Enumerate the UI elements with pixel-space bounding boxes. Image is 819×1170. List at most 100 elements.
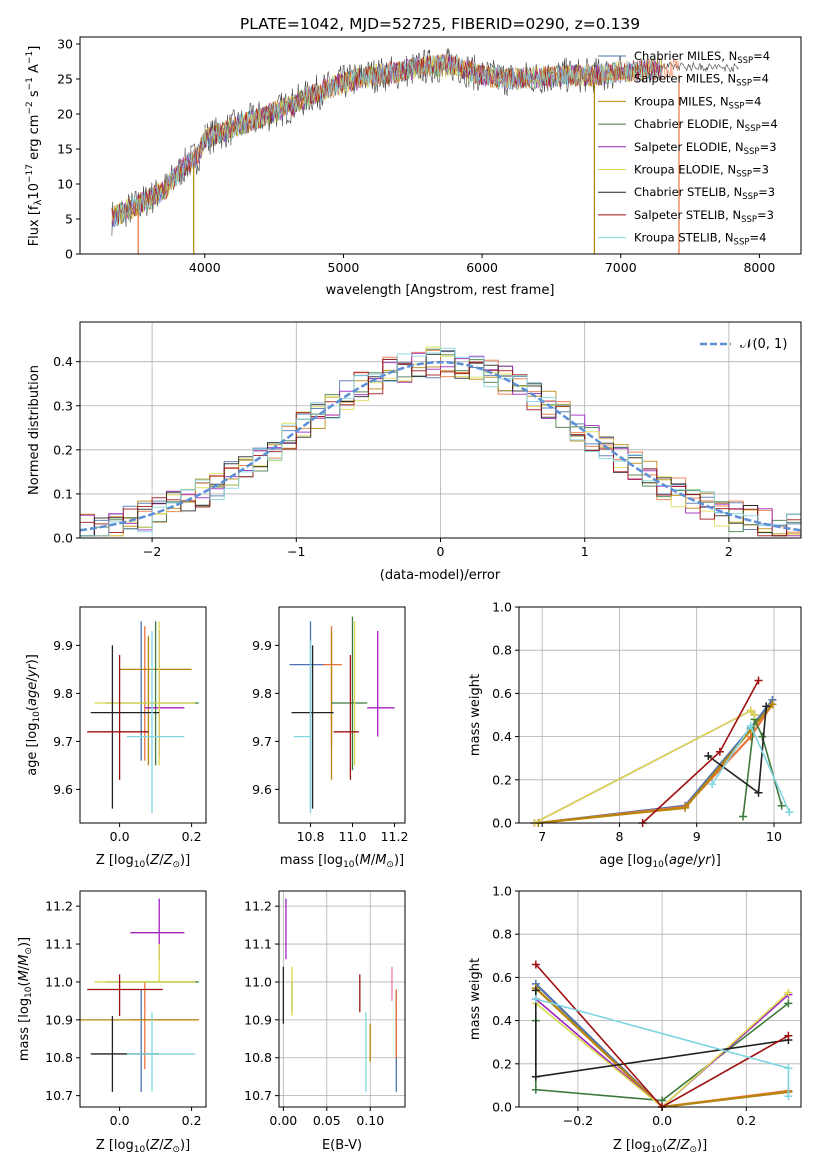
weight-marker-chabrier-elodie-n-ssp-4 xyxy=(784,999,793,1008)
weight-vs-metallicity-ylabel: mass weight xyxy=(468,958,483,1040)
weight-vs-age-panel: 7 8 9 10 0.0 0.2 0.4 0.6 0.8 1.0 age [log10(age/y… xyxy=(468,600,802,870)
weight-vs-metallicity-panel: −0.2 0.0 0.2 0.0 0.2 0.4 0.6 0.8 1.0 Z [log10(Z/… xyxy=(468,884,802,1155)
x-tick-label: 0.00 xyxy=(269,1113,297,1128)
y-tick-label: 11.2 xyxy=(45,899,73,914)
gaussian-curve xyxy=(79,360,802,532)
y-tick-label: 10.9 xyxy=(45,1012,73,1027)
x-tick-label: 8 xyxy=(615,829,623,844)
legend-label-salpeter-miles-n-ssp-4: Salpeter MILES, NSSP=4 xyxy=(634,72,769,89)
weight-marker-kroupa-stelib-n-ssp-4 xyxy=(708,780,717,789)
weight-vs-age-ylabel: mass weight xyxy=(468,674,483,756)
weight-marker-chabrier-stelib-n-ssp-3 xyxy=(754,788,763,797)
y-tick-label: 10.9 xyxy=(244,1012,272,1027)
mass-vs-metallicity-frame xyxy=(79,890,207,1108)
y-tick-label: 1.0 xyxy=(492,884,512,899)
x-tick-label: −1 xyxy=(287,544,305,559)
weight-vs-age-xlabel: age [log10(age/yr)] xyxy=(599,853,721,870)
x-tick-label: 0.10 xyxy=(356,1113,384,1128)
legend-label-kroupa-elodie-n-ssp-3: Kroupa ELODIE, NSSP=3 xyxy=(634,163,769,180)
x-tick-label: 0.0 xyxy=(652,1113,672,1128)
weight-marker-chabrier-stelib-n-ssp-3 xyxy=(762,702,771,711)
y-tick-label: 25 xyxy=(57,72,73,87)
y-tick-label: 10.7 xyxy=(45,1088,73,1103)
age-vs-mass-frame xyxy=(278,606,406,824)
weight-line-salpeter-miles-n-ssp-4 xyxy=(538,703,774,825)
x-tick-label: 1 xyxy=(581,544,589,559)
y-tick-label: 11.0 xyxy=(244,974,272,989)
y-tick-label: 9.7 xyxy=(53,734,73,749)
weight-marker-salpeter-stelib-n-ssp-3 xyxy=(715,747,724,756)
x-tick-label: −0.2 xyxy=(563,1113,593,1128)
weight-marker-chabrier-elodie-n-ssp-4 xyxy=(758,732,767,741)
y-tick-label: 9.6 xyxy=(252,782,272,797)
y-tick-label: 0.0 xyxy=(53,531,73,546)
y-tick-label: 11.1 xyxy=(45,937,73,952)
y-tick-label: 0.2 xyxy=(492,1056,512,1071)
residual-ylabel: Normed distribution xyxy=(27,365,42,495)
x-tick-label: 0.2 xyxy=(182,829,202,844)
spectrum-line-kroupa-stelib-n-ssp-4 xyxy=(111,54,663,229)
mass-vs-metallicity-ylabel: mass [log10(M/M⊙)] xyxy=(17,937,34,1061)
age-vs-mass-xlabel: mass [log10(M/M⊙)] xyxy=(280,853,404,870)
weight-marker-kroupa-stelib-n-ssp-4 xyxy=(784,1064,793,1073)
weight-marker-kroupa-miles-n-ssp-4 xyxy=(681,803,690,812)
x-tick-label: 4000 xyxy=(189,260,221,275)
x-tick-label: 2 xyxy=(725,544,733,559)
y-tick-label: 9.9 xyxy=(252,638,272,653)
mass-vs-extinction-frame xyxy=(278,890,406,1108)
legend-label-salpeter-stelib-n-ssp-3: Salpeter STELIB, NSSP=3 xyxy=(634,208,774,225)
x-tick-label: 10.8 xyxy=(297,829,325,844)
y-tick-label: 5 xyxy=(65,212,73,227)
spectrum-title: PLATE=1042, MJD=52725, FIBERID=0290, z=0… xyxy=(240,15,640,33)
weight-marker-kroupa-stelib-n-ssp-4 xyxy=(531,995,540,1003)
y-tick-label: 0.2 xyxy=(492,772,512,787)
y-tick-label: 0.6 xyxy=(492,686,512,701)
x-tick-label: 0 xyxy=(437,544,445,559)
y-tick-label: 0.4 xyxy=(53,354,73,369)
y-tick-label: 0 xyxy=(65,247,73,262)
y-tick-label: 0.8 xyxy=(492,643,512,658)
mass-vs-extinction-panel: 0.00 0.05 0.10 10.7 10.8 10.9 11.0 11.1 11.2 E(B… xyxy=(244,890,406,1153)
age-vs-metallicity-panel: 0.0 0.2 9.6 9.7 9.8 9.9 Z [log10(Z/Z⊙)] age [… xyxy=(25,606,207,870)
gaussian-legend-label: 𝒩(0, 1) xyxy=(740,337,787,352)
age-vs-metallicity-frame xyxy=(79,606,207,824)
y-tick-label: 10.8 xyxy=(244,1050,272,1065)
x-tick-label: 0.0 xyxy=(110,829,130,844)
y-tick-label: 9.8 xyxy=(252,686,272,701)
y-tick-label: 0.4 xyxy=(492,1013,512,1028)
spectrum-frame xyxy=(79,36,802,255)
y-tick-label: 9.6 xyxy=(53,782,73,797)
y-tick-label: 11.0 xyxy=(45,974,73,989)
weight-marker-kroupa-stelib-n-ssp-4 xyxy=(785,808,794,817)
age-vs-mass-panel: 10.8 11.0 11.2 9.6 9.7 9.8 9.9 mass [log10(M/M… xyxy=(252,606,409,870)
x-tick-label: 11.2 xyxy=(381,829,409,844)
age-vs-metallicity-xlabel: Z [log10(Z/Z⊙)] xyxy=(96,853,190,870)
histogram-kroupa-elodie-n-ssp-3 xyxy=(80,346,801,537)
histogram-kroupa-stelib-n-ssp-4 xyxy=(80,347,801,537)
y-tick-label: 0.0 xyxy=(492,1100,512,1115)
mass-vs-extinction-xlabel: E(B-V) xyxy=(322,1138,362,1153)
weight-vs-age-frame xyxy=(518,606,802,824)
weight-line-salpeter-stelib-n-ssp-3 xyxy=(642,680,760,824)
weight-marker-kroupa-miles-n-ssp-4 xyxy=(768,700,777,709)
weight-marker-kroupa-stelib-n-ssp-4 xyxy=(746,721,755,730)
y-tick-label: 10 xyxy=(57,177,73,192)
x-tick-label: 7 xyxy=(538,829,546,844)
spectrum-legend: Chabrier MILES, NSSP=4 Salpeter MILES, NS… xyxy=(598,49,778,248)
x-tick-label: 7000 xyxy=(605,260,637,275)
x-tick-label: 0.2 xyxy=(736,1113,756,1128)
legend-label-chabrier-stelib-n-ssp-3: Chabrier STELIB, NSSP=3 xyxy=(634,185,775,202)
weight-marker-chabrier-elodie-n-ssp-4 xyxy=(777,801,786,810)
spectrum-panel: PLATE=1042, MJD=52725, FIBERID=0290, z=0… xyxy=(25,15,802,298)
spectrum-ylabel: Flux [fλ10−17 erg cm−2 s−1 A−1] xyxy=(25,46,44,247)
x-tick-label: 0.2 xyxy=(182,1113,202,1128)
y-tick-label: 0.3 xyxy=(53,398,73,413)
weight-vs-metallicity-frame xyxy=(518,890,802,1108)
y-tick-label: 1.0 xyxy=(492,600,512,615)
weight-marker-chabrier-stelib-n-ssp-3 xyxy=(531,986,540,995)
x-tick-label: −2 xyxy=(143,544,161,559)
y-tick-label: 11.2 xyxy=(244,899,272,914)
weight-marker-chabrier-elodie-n-ssp-4 xyxy=(739,812,748,821)
legend-label-chabrier-miles-n-ssp-4: Chabrier MILES, NSSP=4 xyxy=(634,49,770,66)
